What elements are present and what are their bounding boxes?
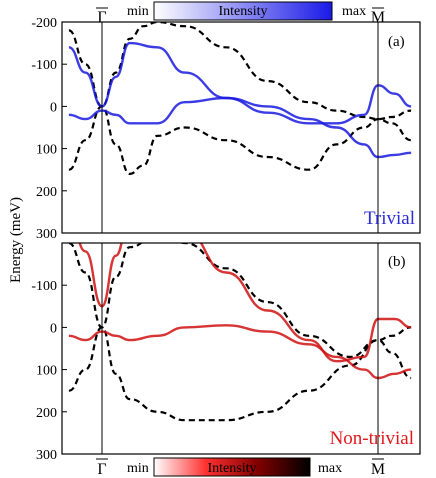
colorbar-bottom-min-label: min: [127, 461, 149, 476]
panel-a-frame: [61, 21, 421, 234]
colorbar-top-max-label: max: [342, 4, 366, 19]
panel-b-phase-label: Non-trivial: [330, 428, 414, 449]
spectral-band-3: [68, 324, 412, 380]
m-label-bottom: M: [371, 461, 385, 478]
ytick-label: 200: [36, 406, 57, 421]
panel-a-label: (a): [388, 34, 405, 50]
colorbar-top-min-label: min: [127, 4, 149, 19]
spectral-band-2: [78, 243, 412, 363]
ytick-label: 200: [36, 185, 57, 200]
ytick-label: 100: [36, 364, 57, 379]
colorbar-top-title: Intensity: [219, 4, 268, 19]
ytick-label: 100: [36, 143, 57, 158]
colorbar-bottom: min Intensity max: [127, 457, 342, 477]
colorbar-top: min Intensity max: [127, 1, 366, 21]
dashed-band-0: [68, 22, 412, 121]
spectral-band-2: [68, 41, 412, 125]
panel-b-bands: [68, 243, 412, 422]
panel-a: -200 -100 0 100 200 300 (a) Trivial: [31, 16, 421, 242]
ytick-label: -100: [31, 279, 57, 294]
colorbar-top-gradient: [153, 1, 333, 21]
y-axis-label: Energy (meV): [8, 197, 24, 283]
panel-b-label: (b): [388, 254, 406, 270]
ytick-label: -100: [31, 58, 57, 73]
panel-b: -100 0 100 200 300 (b) Non-trivial: [31, 242, 421, 463]
colorbar-bottom-max-label: max: [318, 461, 342, 476]
ytick-label: 0: [50, 100, 57, 115]
gamma-label-bottom: Γ: [97, 461, 106, 478]
ytick-label: 300: [36, 227, 57, 242]
ytick-label: -200: [31, 16, 57, 31]
ytick-label: 0: [50, 321, 57, 336]
panel-a-yticks: -200 -100 0 100 200 300: [31, 16, 67, 242]
ytick-label: 300: [36, 448, 57, 463]
gamma-label-top: Γ: [97, 9, 106, 26]
panel-b-yticks: -100 0 100 200 300: [31, 279, 67, 463]
panel-a-phase-label: Trivial: [364, 208, 415, 229]
dashed-band-1: [68, 105, 412, 176]
spectral-band-3: [68, 96, 412, 159]
colorbar-bottom-gradient: [153, 457, 311, 477]
colorbar-bottom-title: Intensity: [208, 461, 257, 476]
panel-a-bands: [68, 22, 412, 176]
dashed-band-1: [68, 326, 412, 422]
panel-b-frame: [61, 242, 421, 455]
